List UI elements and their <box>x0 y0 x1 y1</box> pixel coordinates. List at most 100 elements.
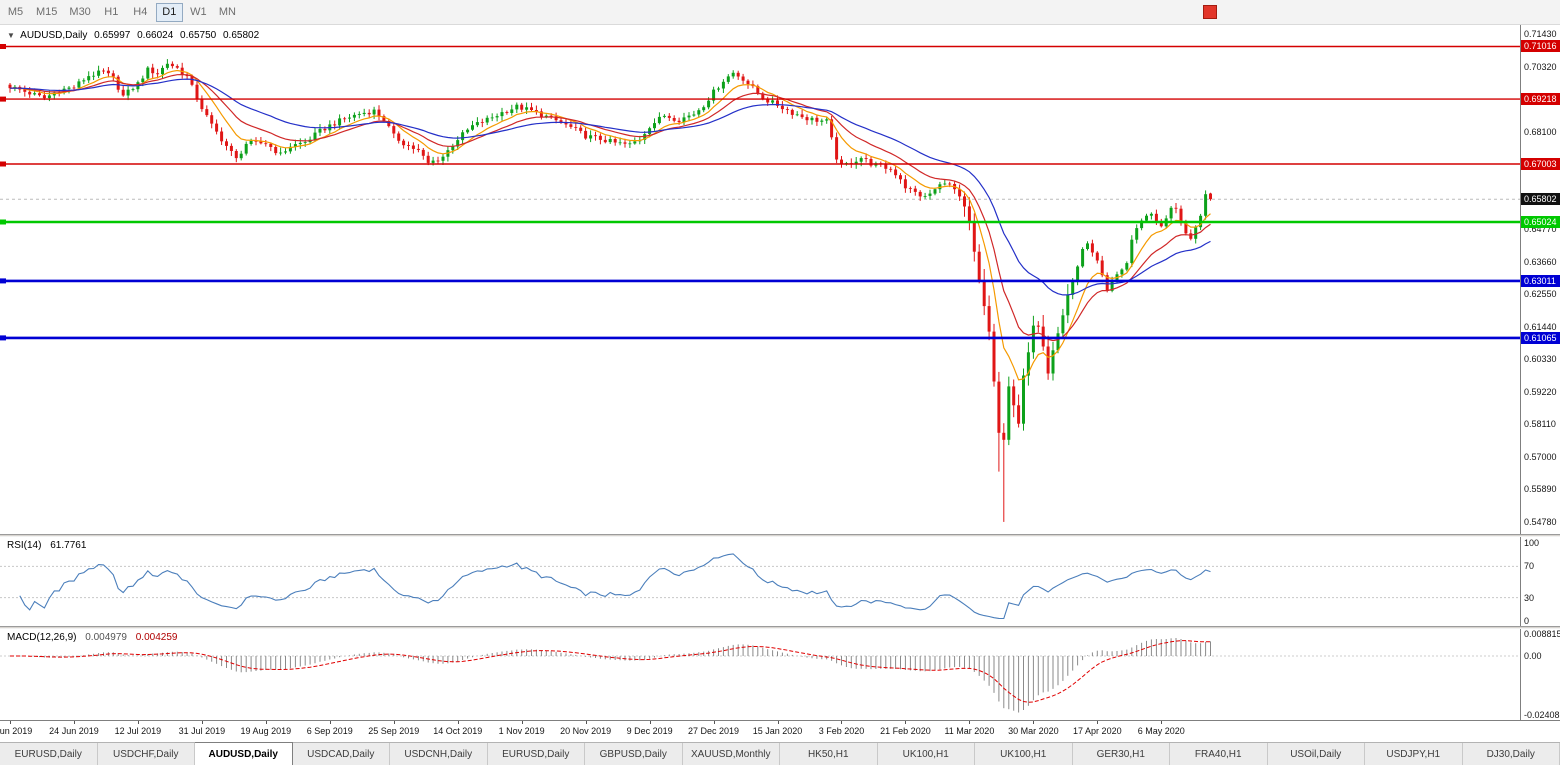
date-label: 6 May 2020 <box>1137 726 1185 736</box>
macd-main-value: 0.004979 <box>85 632 127 643</box>
axis-tick-label: 0.64770 <box>1524 224 1557 235</box>
date-label: 15 Jan 2020 <box>752 726 803 736</box>
time-axis-tick <box>905 721 907 724</box>
macd-name: MACD(12,26,9) <box>7 632 77 643</box>
axis-tick-label: 0.61440 <box>1524 321 1557 332</box>
time-axis-tick <box>1097 721 1099 724</box>
symbol-tab-usdcnh-daily[interactable]: USDCNH,Daily <box>390 743 488 765</box>
main-chart-canvas[interactable] <box>0 25 1520 534</box>
axis-tick-label: 0.59220 <box>1524 386 1557 397</box>
macd-panel[interactable]: 0.008815 0.00 -0.02408 MACD(12,26,9) 0.004… <box>0 629 1560 720</box>
symbol-tab-usdjpy-h1[interactable]: USDJPY,H1 <box>1365 743 1463 765</box>
time-axis-tick <box>10 721 11 724</box>
time-axis-tick <box>649 721 651 724</box>
time-axis[interactable]: 5 Jun 2019 24 Jun 2019 12 Jul 2019 31 Jul 2… <box>0 720 1560 742</box>
date-label: 3 Feb 2020 <box>818 726 865 736</box>
symbol-tab-eurusd-daily[interactable]: EURUSD,Daily <box>487 743 585 765</box>
price-level-label: 0.65024 <box>1521 215 1560 228</box>
macd-axis[interactable]: 0.008815 0.00 -0.02408 <box>1520 629 1560 720</box>
symbol-tab-audusd-daily[interactable]: AUDUSD,Daily <box>195 742 293 765</box>
timeframe-button-h1[interactable]: H1 <box>104 5 119 18</box>
axis-tick-label: 30 <box>1524 592 1535 603</box>
symbol-tab-uk100-h1[interactable]: UK100,H1 <box>975 743 1073 765</box>
main-chart-panel[interactable]: 0.71430 0.70320 0.68100 0.64770 0.63660 0.625… <box>0 25 1560 534</box>
macd-label: MACD(12,26,9) 0.004979 0.004259 <box>7 632 183 643</box>
timeframe-button-h4[interactable]: H4 <box>133 5 148 18</box>
time-axis-tick <box>457 721 459 724</box>
time-axis-tick <box>265 721 267 724</box>
ohlc-high: 0.66024 <box>137 30 174 41</box>
macd-canvas[interactable] <box>0 629 1520 720</box>
date-label: 24 Jun 2019 <box>49 726 99 736</box>
axis-tick-label: 100 <box>1524 538 1540 548</box>
rsi-name: RSI(14) <box>7 540 42 551</box>
axis-tick-label: 0.62550 <box>1524 289 1557 300</box>
axis-tick-label: 0.58110 <box>1524 419 1556 430</box>
rsi-value: 61.7761 <box>50 540 87 551</box>
panel-splitter[interactable] <box>0 626 1560 629</box>
axis-tick-label: 0.008815 <box>1524 629 1560 640</box>
red-square-icon[interactable] <box>1203 5 1217 19</box>
symbol-tab-eurusd-daily[interactable]: EURUSD,Daily <box>0 743 98 765</box>
rsi-axis[interactable]: 100 70 30 0 <box>1520 537 1560 626</box>
symbol-tab-usoil-daily[interactable]: USOil,Daily <box>1267 743 1365 765</box>
timeframe-button-mn[interactable]: MN <box>218 5 236 18</box>
date-label: 6 Sep 2019 <box>306 726 353 736</box>
date-label: 27 Dec 2019 <box>688 726 740 736</box>
time-axis-tick <box>137 721 139 724</box>
axis-tick-label: 0.57000 <box>1524 451 1557 462</box>
time-axis-tick <box>201 721 203 724</box>
axis-tick-label: 0.60330 <box>1524 354 1557 365</box>
timeframe-button-w1[interactable]: W1 <box>190 5 207 18</box>
time-axis-tick <box>73 721 75 724</box>
axis-tick-label: 0 <box>1524 616 1530 626</box>
rsi-panel[interactable]: 100 70 30 0 RSI(14) 61.7761 <box>0 537 1560 626</box>
time-axis-tick <box>329 721 331 724</box>
timeframe-toolbar: M5 M15 M30 H1 H4 D1 W1 MN <box>0 0 1560 25</box>
date-label: 1 Nov 2019 <box>498 726 545 736</box>
symbol-tab-usdcad-daily[interactable]: USDCAD,Daily <box>292 743 390 765</box>
ohlc-open: 0.65997 <box>94 30 131 41</box>
rsi-canvas[interactable] <box>0 537 1520 626</box>
chart-title: ▼ AUDUSD,Daily 0.65997 0.66024 0.65750 0… <box>7 30 263 41</box>
axis-tick-label: 70 <box>1524 561 1535 572</box>
date-label: 9 Dec 2019 <box>626 726 673 736</box>
date-label: 19 Aug 2019 <box>240 726 292 736</box>
price-level-label: 0.71016 <box>1521 40 1560 53</box>
symbol-tab-gbpusd-daily[interactable]: GBPUSD,Daily <box>585 743 683 765</box>
panel-splitter[interactable] <box>0 534 1560 537</box>
date-label: 17 Apr 2020 <box>1073 726 1122 736</box>
date-label: 5 Jun 2019 <box>0 726 33 736</box>
axis-tick-label: 0.71430 <box>1524 29 1557 40</box>
price-level-label: 0.69218 <box>1521 93 1560 106</box>
time-axis-tick <box>777 721 779 724</box>
symbol-tab-uk100-h1[interactable]: UK100,H1 <box>877 743 975 765</box>
chart-symbol-label: AUDUSD,Daily <box>20 30 88 41</box>
date-label: 21 Feb 2020 <box>880 726 931 736</box>
price-level-label: 0.65802 <box>1521 193 1560 206</box>
symbol-tab-usdchf-daily[interactable]: USDCHF,Daily <box>97 743 195 765</box>
timeframe-button-m30[interactable]: M30 <box>69 5 91 18</box>
timeframe-button-d1[interactable]: D1 <box>155 2 183 22</box>
symbol-tabs: EURUSD,Daily USDCHF,Daily AUDUSD,Daily USDC… <box>0 742 1560 765</box>
symbol-tab-dj30-daily[interactable]: DJ30,Daily <box>1462 743 1560 765</box>
price-level-label: 0.61065 <box>1521 331 1560 344</box>
date-label: 11 Mar 2020 <box>944 726 995 736</box>
symbol-tab-ger30-h1[interactable]: GER30,H1 <box>1072 743 1170 765</box>
symbol-tab-hk50-h1[interactable]: HK50,H1 <box>780 743 878 765</box>
symbol-tab-fra40-h1[interactable]: FRA40,H1 <box>1170 743 1268 765</box>
axis-tick-label: 0.55890 <box>1524 484 1557 495</box>
date-label: 25 Sep 2019 <box>368 726 420 736</box>
axis-tick-label: 0.63660 <box>1524 256 1557 267</box>
price-axis[interactable]: 0.71430 0.70320 0.68100 0.64770 0.63660 0.625… <box>1520 25 1560 534</box>
time-axis-tick <box>585 721 587 724</box>
axis-tick-label: 0.00 <box>1524 651 1542 661</box>
symbol-tab-xauusd-monthly[interactable]: XAUUSD,Monthly <box>682 743 780 765</box>
price-level-label: 0.67003 <box>1521 158 1560 170</box>
time-axis-tick <box>1033 721 1035 724</box>
time-axis-tick <box>521 721 523 724</box>
axis-tick-label: -0.02408 <box>1524 710 1560 720</box>
time-axis-tick <box>393 721 395 724</box>
timeframe-button-m15[interactable]: M15 <box>36 5 58 18</box>
timeframe-button-m5[interactable]: M5 <box>7 5 24 18</box>
